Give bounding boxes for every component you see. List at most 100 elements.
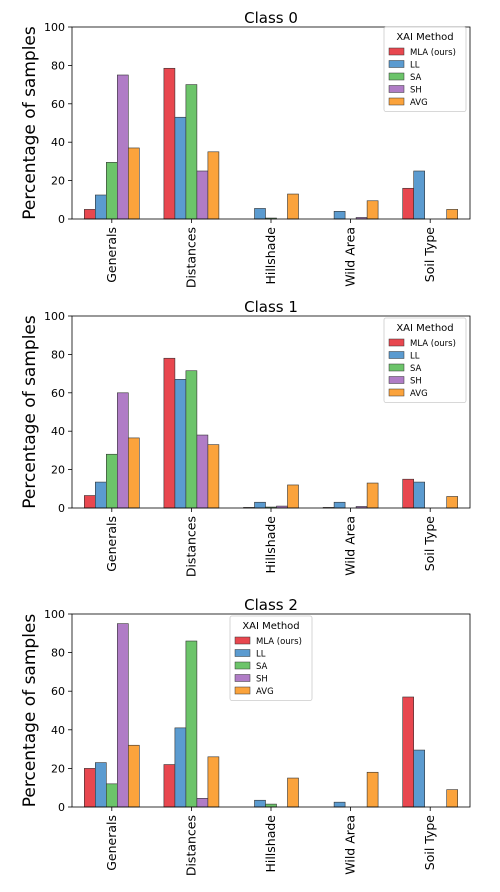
bar-sh-generals	[117, 74, 129, 220]
legend-swatch	[388, 363, 405, 372]
bar-sh-distances	[196, 434, 209, 509]
bar-sa-generals	[106, 162, 118, 220]
bar-sa-distances	[185, 370, 198, 509]
legend-swatch	[234, 636, 251, 645]
bar-avg-hillshade	[287, 193, 299, 220]
y-tick-label: 20	[51, 175, 65, 188]
bar-ll-soil-type	[413, 170, 426, 220]
legend: XAI Method MLA (ours) LL SA SH AVG	[383, 317, 467, 403]
bar-ll-soil-type	[413, 749, 426, 808]
y-tick-label: 80	[51, 348, 65, 361]
legend-label: AVG	[410, 389, 428, 399]
legend-swatch	[388, 376, 405, 384]
bar-avg-generals	[128, 147, 140, 220]
legend: XAI Method MLA (ours) LL SA SH AVG	[229, 615, 313, 701]
x-tick-label: Hillshade	[263, 815, 278, 873]
y-tick-label: 60	[51, 387, 65, 400]
bar-ll-generals	[95, 762, 107, 808]
legend-label: SA	[410, 364, 422, 374]
y-tick-label: 40	[51, 136, 65, 149]
legend-label: SA	[256, 662, 268, 672]
bar-ll-distances	[174, 727, 187, 808]
bar-mla-ours-soil-type	[402, 696, 415, 808]
bar-sh-generals	[117, 623, 129, 808]
bar-mla-ours-distances	[163, 357, 176, 509]
y-axis-label: Percentage of samples	[20, 315, 40, 509]
bar-ll-soil-type	[413, 481, 426, 509]
legend-swatch	[388, 338, 405, 347]
bar-mla-ours-soil-type	[402, 478, 415, 509]
bar-avg-distances	[207, 756, 220, 808]
plot-frame	[71, 315, 471, 509]
bar-mla-ours-soil-type	[402, 187, 415, 220]
legend-swatch	[388, 97, 405, 106]
legend-label: SH	[410, 377, 422, 387]
y-tick-label: 0	[58, 801, 65, 814]
x-tick-label: Generals	[104, 227, 119, 283]
legend-swatch	[234, 661, 251, 670]
legend-box	[229, 615, 313, 701]
chart-title: Class 1	[244, 298, 298, 316]
chart-1: Class 1 Percentage of samples 0 20 40 60 80 100…	[20, 298, 471, 577]
x-tick-label: Distances	[183, 516, 198, 577]
bar-avg-soil-type	[446, 496, 459, 509]
y-tick-label: 100	[44, 310, 65, 323]
legend-label: LL	[410, 61, 420, 71]
bar-mla-ours-distances	[163, 67, 176, 220]
x-tick-label: Distances	[183, 815, 198, 876]
legend-swatch	[388, 85, 405, 93]
bar-avg-soil-type	[446, 209, 459, 220]
bar-avg-wild-area	[366, 482, 379, 509]
y-tick-label: 20	[51, 464, 65, 477]
plot-frame	[71, 26, 471, 220]
legend-label: MLA (ours)	[256, 637, 302, 647]
legend-swatch	[388, 351, 405, 359]
legend-swatch	[388, 388, 405, 397]
legend-swatch	[388, 47, 405, 56]
y-tick-label: 40	[51, 724, 65, 737]
bar-avg-hillshade	[287, 484, 299, 509]
legend-label: AVG	[410, 98, 428, 108]
x-tick-label: Soil Type	[422, 227, 437, 283]
chart-title: Class 2	[244, 596, 298, 614]
x-tick-label: Soil Type	[422, 516, 437, 572]
legend-box	[383, 26, 467, 112]
legend-label: LL	[410, 352, 420, 362]
x-tick-label: Generals	[104, 815, 119, 871]
bar-sa-distances	[185, 640, 198, 808]
bar-ll-hillshade	[254, 799, 266, 808]
legend-title: XAI Method	[396, 32, 453, 43]
y-tick-label: 0	[58, 213, 65, 226]
legend-swatch	[388, 60, 405, 68]
x-tick-label: Hillshade	[263, 516, 278, 574]
bar-sh-distances	[196, 170, 209, 220]
y-tick-label: 80	[51, 59, 65, 72]
bar-sa-generals	[106, 453, 118, 509]
legend-label: AVG	[256, 687, 274, 697]
legend-label: SH	[410, 86, 422, 96]
legend-label: MLA (ours)	[410, 339, 456, 349]
legend-label: LL	[256, 650, 266, 660]
y-tick-label: 0	[58, 502, 65, 515]
bar-ll-hillshade	[254, 208, 266, 220]
bar-ll-wild-area	[333, 501, 346, 509]
bar-mla-ours-generals	[84, 495, 96, 509]
x-tick-label: Wild Area	[343, 815, 358, 875]
bar-sh-generals	[117, 392, 129, 509]
bar-mla-ours-generals	[84, 209, 96, 220]
legend-label: MLA (ours)	[410, 48, 456, 58]
legend-swatch	[388, 72, 405, 81]
bar-sa-distances	[185, 84, 198, 220]
bar-ll-hillshade	[254, 501, 266, 509]
legend-swatch	[234, 649, 251, 657]
bar-sa-hillshade	[265, 803, 277, 808]
bar-ll-distances	[174, 379, 187, 509]
legend-label: SA	[410, 73, 422, 83]
y-tick-label: 40	[51, 425, 65, 438]
y-tick-label: 60	[51, 685, 65, 698]
chart-2: Class 2 Percentage of samples 0 20 40 60 80 100…	[20, 596, 471, 876]
x-tick-label: Generals	[104, 516, 119, 572]
legend-box	[383, 317, 467, 403]
y-tick-label: 60	[51, 98, 65, 111]
legend-swatch	[234, 686, 251, 695]
